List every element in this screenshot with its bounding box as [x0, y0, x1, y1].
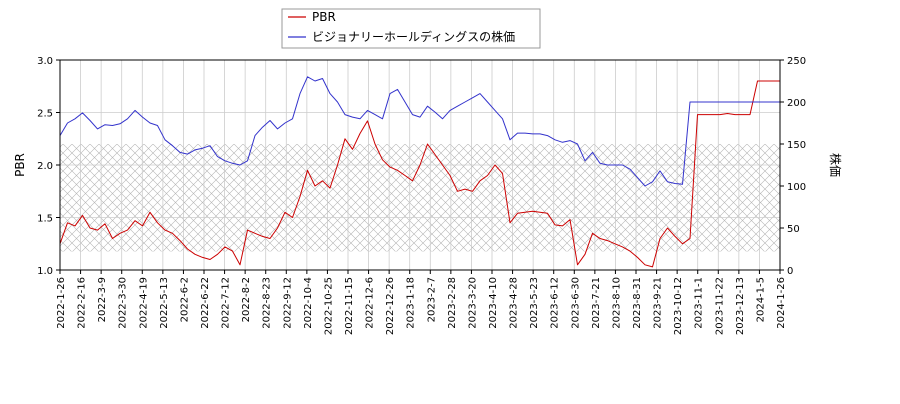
x-tick-label: 2022-3-30 [118, 277, 129, 329]
x-tick-label: 2023-2-28 [447, 277, 458, 329]
x-tick-label: 2023-7-21 [591, 277, 602, 329]
legend-label-price: ビジョナリーホールディングスの株価 [312, 29, 515, 44]
x-tick-label: 2023-1-18 [406, 277, 417, 329]
x-tick-label: 2024-1-26 [776, 277, 787, 329]
x-tick-label: 2022-12-26 [385, 277, 396, 335]
left-tick-label: 2.0 [37, 161, 53, 172]
x-tick-label: 2022-6-22 [200, 277, 211, 329]
x-tick-label: 2022-8-2 [241, 277, 252, 322]
x-tick-label: 2023-3-20 [467, 277, 478, 329]
right-tick-label: 150 [787, 140, 806, 151]
x-tick-label: 2023-2-7 [426, 277, 437, 322]
x-tick-label: 2023-6-30 [570, 277, 581, 329]
legend-label-pbr: PBR [312, 10, 336, 24]
pbr-series-line [59, 80, 780, 268]
left-tick-label: 2.5 [37, 109, 53, 120]
right-tick-label: 50 [787, 224, 800, 235]
x-tick-label: 2022-5-13 [159, 277, 170, 329]
legend-box [281, 8, 541, 49]
right-tick-label: 250 [787, 56, 806, 67]
left-tick-label: 1.5 [37, 214, 53, 225]
x-tick-label: 2022-11-15 [344, 277, 355, 335]
right-tick-label: 100 [787, 182, 806, 193]
x-tick-label: 2023-11-22 [714, 277, 725, 335]
x-tick-label: 2022-4-19 [138, 277, 149, 329]
x-tick-label: 2023-9-21 [653, 277, 664, 329]
x-tick-label: 2022-2-16 [77, 277, 88, 329]
x-tick-label: 2022-9-12 [282, 277, 293, 329]
x-tick-label: 2023-12-13 [735, 277, 746, 335]
right-axis-title: 株価 [828, 153, 843, 177]
right-tick-label: 200 [787, 98, 806, 109]
x-tick-label: 2022-7-12 [221, 277, 232, 329]
x-tick-label: 2022-10-25 [323, 277, 334, 335]
x-tick-label: 2023-6-12 [550, 277, 561, 329]
left-axis-title: PBR [13, 153, 27, 177]
x-tick-label: 2023-5-23 [529, 277, 540, 329]
right-tick-label: 0 [787, 266, 793, 277]
left-tick-label: 1.0 [37, 266, 53, 277]
x-tick-label: 2022-3-9 [97, 277, 108, 322]
x-tick-label: 2023-8-10 [611, 277, 622, 329]
x-tick-label: 2023-4-10 [488, 277, 499, 329]
x-tick-label: 2022-10-4 [303, 277, 314, 329]
hatched-band [60, 144, 780, 252]
x-tick-label: 2023-10-12 [673, 277, 684, 335]
x-tick-label: 2022-1-26 [56, 277, 67, 329]
x-tick-label: 2022-12-6 [365, 277, 376, 329]
x-tick-label: 2024-1-5 [755, 277, 766, 322]
left-tick-label: 3.0 [37, 56, 53, 67]
x-tick-label: 2022-6-2 [179, 277, 190, 322]
x-tick-label: 2022-8-23 [262, 277, 273, 329]
stock-price-series-line [59, 76, 780, 187]
x-tick-label: 2023-8-31 [632, 277, 643, 329]
x-tick-label: 2023-4-28 [509, 277, 520, 329]
x-tick-label: 2023-11-1 [694, 277, 705, 329]
legend: PBR ビジョナリーホールディングスの株価 [281, 8, 541, 49]
